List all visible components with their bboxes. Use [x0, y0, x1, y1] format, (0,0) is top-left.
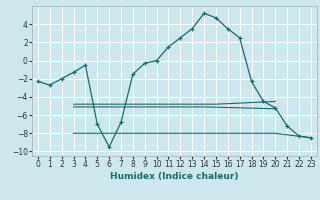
X-axis label: Humidex (Indice chaleur): Humidex (Indice chaleur) — [110, 172, 239, 181]
